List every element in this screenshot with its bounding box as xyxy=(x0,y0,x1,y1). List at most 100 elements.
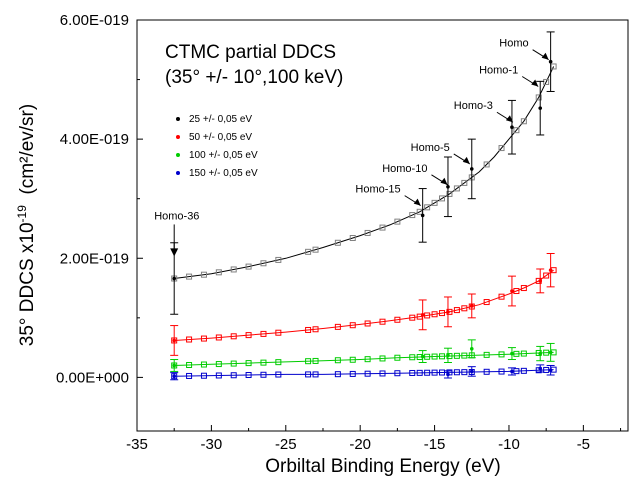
series-marker xyxy=(424,204,431,211)
data-point xyxy=(538,351,543,356)
series-marker xyxy=(461,352,468,359)
series-marker xyxy=(230,333,237,340)
series-marker xyxy=(498,145,505,152)
series-marker xyxy=(453,352,460,359)
series-fit-line xyxy=(174,269,554,341)
series-marker xyxy=(513,127,520,134)
series-marker xyxy=(379,355,386,362)
series-marker xyxy=(245,332,252,339)
series-marker xyxy=(439,353,446,360)
series-layer xyxy=(170,31,557,381)
annotation-arrowhead xyxy=(440,177,448,185)
data-point xyxy=(420,354,425,359)
annotation-label: Homo-5 xyxy=(411,142,450,154)
series-marker xyxy=(409,212,416,219)
series-marker xyxy=(379,318,386,325)
data-point xyxy=(446,184,450,189)
annotation-arrowhead xyxy=(462,156,470,164)
series-marker xyxy=(394,354,401,361)
series-marker xyxy=(215,334,222,341)
data-point xyxy=(538,106,543,110)
annotation-arrowhead xyxy=(541,52,549,60)
series-marker xyxy=(513,288,520,295)
legend-marker xyxy=(176,117,180,121)
series-marker xyxy=(260,330,267,337)
data-point xyxy=(446,353,450,358)
series-marker xyxy=(543,272,550,279)
series-marker xyxy=(394,218,401,225)
series-marker xyxy=(334,371,341,378)
series-marker xyxy=(200,335,207,342)
y-tick-label: 4.00E-019 xyxy=(60,131,129,148)
series-marker xyxy=(364,229,371,236)
series-marker xyxy=(230,372,237,379)
data-point xyxy=(548,268,553,272)
series-marker xyxy=(431,353,438,360)
y-axis-title-exponent: -19 xyxy=(15,205,29,223)
series-marker xyxy=(186,273,193,280)
series-marker xyxy=(439,195,446,202)
series-marker xyxy=(483,368,490,375)
annotation-arrowhead xyxy=(531,79,539,87)
series-marker xyxy=(453,185,460,192)
series-marker xyxy=(543,78,550,85)
legend-label: 100 +/- 0,05 eV xyxy=(189,150,258,161)
annotation-label: Homo-10 xyxy=(382,163,427,175)
series-1 xyxy=(170,252,557,356)
series-marker xyxy=(424,369,431,376)
data-point xyxy=(172,338,176,343)
series-marker xyxy=(275,256,282,263)
series-marker xyxy=(379,370,386,377)
series-marker xyxy=(186,362,193,369)
legend-marker xyxy=(176,171,180,175)
annotation-label: Homo-36 xyxy=(154,210,199,222)
series-marker xyxy=(543,349,550,356)
series-marker xyxy=(260,260,267,267)
data-point xyxy=(446,310,450,314)
series-marker xyxy=(215,269,222,276)
series-marker xyxy=(305,371,312,378)
series-marker xyxy=(483,351,490,358)
series-marker xyxy=(513,350,520,357)
y-tick-label: 6.00E-019 xyxy=(60,12,129,29)
x-tick-label: -30 xyxy=(201,436,223,453)
series-marker xyxy=(200,271,207,278)
data-point xyxy=(469,304,474,308)
x-tick-label: -35 xyxy=(126,436,148,453)
legend-marker xyxy=(176,135,180,139)
series-marker xyxy=(394,370,401,377)
series-marker xyxy=(453,307,460,314)
series-marker xyxy=(535,94,542,101)
series-marker xyxy=(416,369,423,376)
series-marker xyxy=(215,372,222,379)
data-point xyxy=(172,276,176,281)
series-marker xyxy=(305,358,312,365)
y-axis-title-main: 35° DDCS x10 xyxy=(17,222,38,346)
series-marker xyxy=(364,370,371,377)
legend-marker xyxy=(176,153,180,157)
annotation-label: Homo-15 xyxy=(355,184,400,196)
legend: 25 +/- 0,05 eV 50 +/- 0,05 eV 100 +/- 0,05… xyxy=(176,114,258,179)
annotation-label: Homo-3 xyxy=(454,100,493,112)
x-tick-label: -10 xyxy=(498,436,520,453)
series-marker xyxy=(550,63,557,70)
series-marker xyxy=(260,359,267,366)
annotation-arrowhead xyxy=(170,248,179,257)
y-axis: 0.00E+000 2.00E-019 4.00E-019 6.00E-019 xyxy=(56,12,143,386)
series-marker xyxy=(498,368,505,375)
legend-label: 25 +/- 0,05 eV xyxy=(189,114,252,125)
data-point xyxy=(446,372,450,377)
series-marker xyxy=(453,369,460,376)
series-marker xyxy=(364,356,371,363)
series-marker xyxy=(349,370,356,377)
x-tick-label: -25 xyxy=(275,436,297,453)
series-marker xyxy=(520,285,527,292)
series-marker xyxy=(260,371,267,378)
series-marker xyxy=(520,350,527,357)
legend-label: 150 +/- 0,05 eV xyxy=(189,168,258,179)
series-marker xyxy=(275,329,282,336)
series-marker xyxy=(349,356,356,363)
data-point xyxy=(469,369,474,374)
series-2 xyxy=(170,339,557,372)
